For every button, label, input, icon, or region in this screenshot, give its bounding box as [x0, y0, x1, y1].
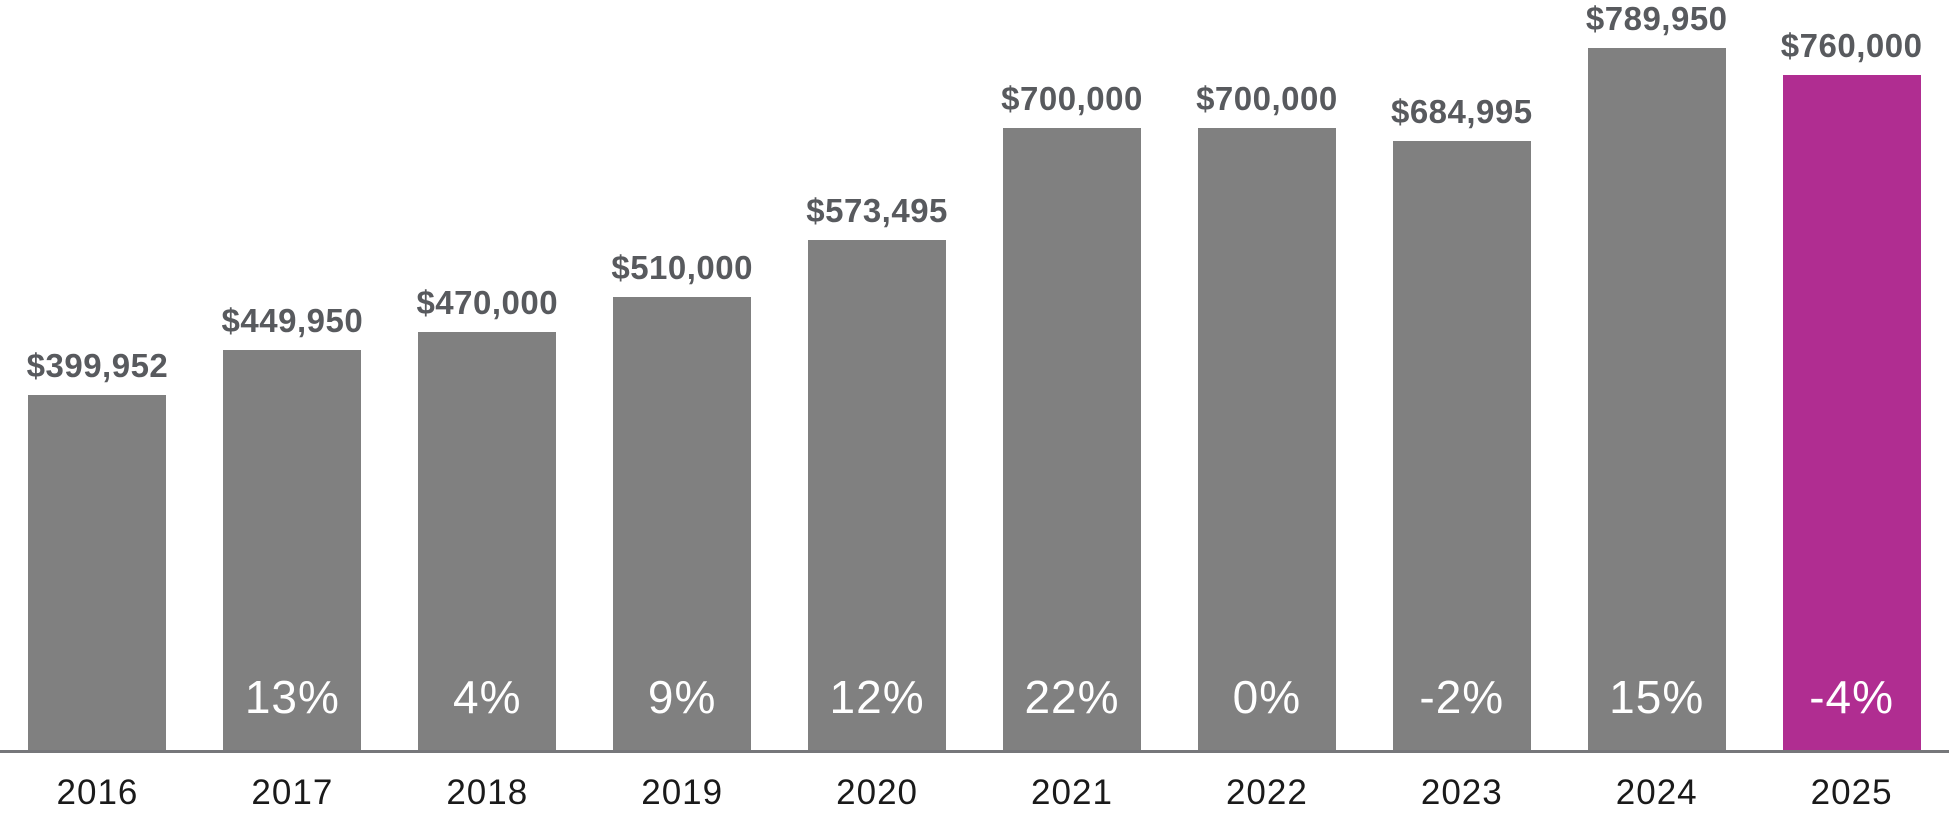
- plot-area: $399,952 $449,950 13% $470,000 4% $510,000 9% $…: [0, 0, 1949, 753]
- bar-column-2019: $510,000 9%: [585, 0, 780, 750]
- value-label-2017: $449,950: [221, 302, 364, 339]
- value-label-2023: $684,995: [1390, 93, 1533, 130]
- pct-change-label-2023: -2%: [1419, 671, 1505, 723]
- year-label-2017: 2017: [251, 773, 334, 812]
- year-label-2025: 2025: [1810, 773, 1893, 812]
- bar-column-2020: $573,495 12%: [780, 0, 975, 750]
- year-label-2019: 2019: [641, 773, 724, 812]
- bar-2017: $449,950 13%: [222, 302, 363, 750]
- pct-change-label-2025: -4%: [1809, 671, 1895, 723]
- bar-column-2023: $684,995 -2%: [1364, 0, 1559, 750]
- pct-change-label-2021: 22%: [1024, 671, 1120, 723]
- value-label-2018: $470,000: [416, 284, 559, 321]
- bar-2020: $573,495 12%: [806, 192, 947, 750]
- pct-change-label-2018: 4%: [453, 671, 522, 723]
- bar-2022: $700,000 0%: [1196, 80, 1337, 750]
- bar-column-2024: $789,950 15%: [1559, 0, 1754, 750]
- bar-column-2018: $470,000 4%: [390, 0, 585, 750]
- pct-change-label-2020: 12%: [829, 671, 925, 723]
- bar-column-2016: $399,952: [0, 0, 195, 750]
- bar-column-2022: $700,000 0%: [1169, 0, 1364, 750]
- value-label-2025: $760,000: [1780, 27, 1923, 64]
- value-label-2016: $399,952: [26, 347, 169, 384]
- bar-2019: $510,000 9%: [611, 249, 752, 750]
- bar-2025: $760,000 -4%: [1781, 27, 1922, 750]
- bar-2024: $789,950 15%: [1586, 0, 1727, 750]
- bar-2018: $470,000 4%: [416, 284, 558, 750]
- pct-change-label-2019: 9%: [647, 671, 717, 723]
- value-label-2024: $789,950: [1585, 0, 1728, 37]
- bar-column-2021: $700,000 22%: [975, 0, 1170, 750]
- value-label-2020: $573,495: [806, 192, 948, 229]
- value-label-2019: $510,000: [611, 249, 753, 286]
- pct-change-label-2022: 0%: [1232, 671, 1302, 723]
- x-axis-labels: 2016 2017 2018 2019 2020 2021 2022 2023 2024 2025: [0, 773, 1949, 813]
- year-label-2021: 2021: [1031, 773, 1113, 812]
- year-label-2020: 2020: [836, 773, 919, 812]
- bar-2023: $684,995 -2%: [1391, 93, 1532, 750]
- value-label-2022: $700,000: [1196, 80, 1338, 117]
- pct-change-label-2017: 13%: [244, 671, 340, 723]
- year-label-2016: 2016: [56, 773, 139, 812]
- year-label-2023: 2023: [1420, 773, 1503, 812]
- year-label-2018: 2018: [446, 773, 529, 812]
- pct-change-label-2024: 15%: [1609, 671, 1705, 723]
- bar-2021: $700,000 22%: [1001, 80, 1142, 750]
- year-label-2022: 2022: [1225, 773, 1308, 812]
- bar-2016: $399,952: [27, 347, 168, 750]
- year-label-2024: 2024: [1615, 773, 1698, 812]
- bar-column-2025: $760,000 -4%: [1754, 0, 1949, 750]
- value-label-2021: $700,000: [1001, 80, 1143, 117]
- bar-column-2017: $449,950 13%: [195, 0, 390, 750]
